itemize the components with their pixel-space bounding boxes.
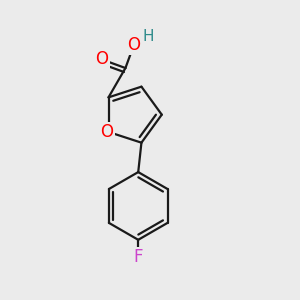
Text: O: O: [128, 35, 140, 53]
Text: O: O: [100, 123, 113, 141]
Text: H: H: [142, 29, 154, 44]
Text: O: O: [95, 50, 108, 68]
Text: F: F: [134, 248, 143, 266]
